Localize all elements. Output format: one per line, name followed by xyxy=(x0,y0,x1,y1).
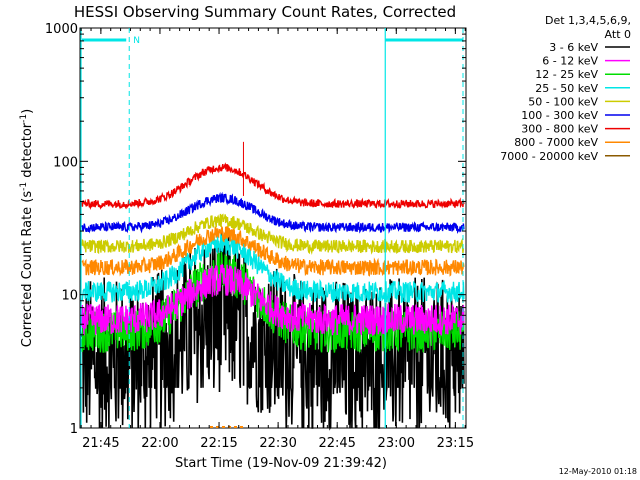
y-axis-label-sup1: -1 xyxy=(19,182,29,191)
legend-header-line1: Det 1,3,4,5,6,9, xyxy=(545,14,631,27)
legend-label: 3 - 6 keV xyxy=(549,41,598,54)
x-tick-label: 23:15 xyxy=(437,436,474,451)
legend-header-line2: Att 0 xyxy=(605,28,631,41)
legend-label: 800 - 7000 keV xyxy=(514,136,598,149)
series-line-4 xyxy=(81,213,465,255)
x-axis-label: Start Time (19-Nov-09 21:39:42) xyxy=(175,456,387,471)
x-tick-label: 21:45 xyxy=(82,436,119,451)
x-tick-label: 22:45 xyxy=(318,436,355,451)
series-line-1 xyxy=(81,263,465,336)
plot-area: N xyxy=(79,27,467,431)
legend-label: 100 - 300 keV xyxy=(521,109,598,122)
series-line-0 xyxy=(81,230,465,431)
legend-label: 6 - 12 keV xyxy=(542,55,598,68)
plot-frame xyxy=(79,27,467,429)
y-axis-label-sup2: -1 xyxy=(19,114,29,123)
legend-label: 12 - 25 keV xyxy=(535,68,598,81)
y-axis-label-end: ) xyxy=(20,109,35,114)
footer-date: 12-May-2010 01:18 xyxy=(559,467,637,476)
y-tick-label: 1000 xyxy=(45,22,78,37)
series-line-6 xyxy=(81,162,465,210)
x-tick-label: 22:15 xyxy=(200,436,237,451)
chart-title: HESSI Observing Summary Count Rates, Cor… xyxy=(74,3,456,21)
night-marker: N xyxy=(133,36,140,46)
y-axis-label-mid: detector xyxy=(20,122,35,182)
series-line-3 xyxy=(81,233,465,304)
y-tick-label: 1 xyxy=(70,422,78,437)
x-tick-label: 23:00 xyxy=(378,436,415,451)
y-tick-label: 100 xyxy=(53,155,78,170)
legend-label: 50 - 100 keV xyxy=(528,95,598,108)
legend-label: 300 - 800 keV xyxy=(521,123,598,136)
x-axis-ticks: 21:45 22:00 22:15 22:30 22:45 23:00 23:15 xyxy=(80,28,474,451)
series-line-7 xyxy=(81,225,465,277)
x-tick-label: 22:30 xyxy=(259,436,296,451)
series-line-5 xyxy=(81,191,465,235)
legend-label: 25 - 50 keV xyxy=(535,82,598,95)
y-tick-label: 10 xyxy=(61,289,78,304)
y-axis-label-main: Corrected Count Rate (s xyxy=(20,191,35,348)
x-tick-label: 22:00 xyxy=(141,436,178,451)
legend-label: 7000 - 20000 keV xyxy=(500,150,598,163)
y-axis-ticks: 1 10 100 1000 xyxy=(45,22,466,437)
y-axis-label: Corrected Count Rate (s-1 detector-1) xyxy=(19,109,35,347)
